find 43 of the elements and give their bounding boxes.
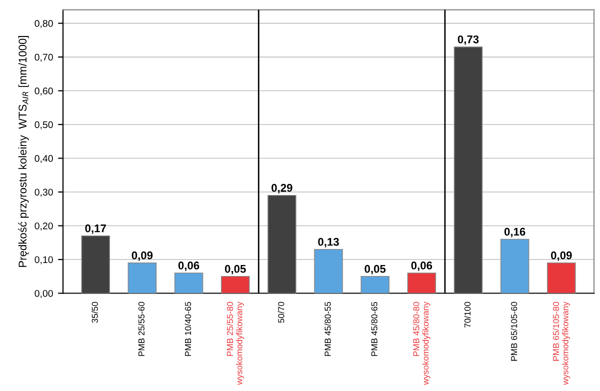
bar (407, 272, 436, 294)
data-label: 0,05 (364, 264, 386, 274)
bar (174, 272, 204, 294)
data-label: 0,13 (318, 238, 339, 248)
y-tick-label: 0,20 (34, 222, 53, 231)
bar (128, 262, 157, 294)
y-tick-label: 0,50 (34, 121, 53, 130)
x-tick-label: PMB 65/105-80 wysokomodyfikowany (552, 302, 570, 385)
x-tick-label: PMB 25/55-80 wysokomodyfikowany (226, 302, 244, 385)
data-label: 0,09 (551, 251, 572, 261)
y-tick-label: 0,40 (34, 154, 53, 164)
bar (314, 248, 343, 294)
y-tick-label: 0,70 (34, 54, 53, 62)
x-tick-label: PMB 45/80-80 wysokomodyfikowany (413, 302, 430, 385)
bar (500, 238, 530, 294)
data-label: 0,06 (411, 262, 432, 272)
data-label: 0,06 (178, 262, 200, 272)
data-label: 0,09 (132, 251, 153, 261)
bar (220, 276, 250, 294)
bar (81, 235, 110, 294)
x-tick-label: 35/50 (92, 302, 98, 323)
x-tick-label: PMB 45/80-55 (324, 302, 331, 356)
x-tick-label: PMB 45/80-65 (371, 302, 378, 356)
x-tick-label: 50/70 (278, 302, 284, 323)
y-tick-label: 0,00 (34, 290, 53, 298)
y-axis-title: Prędkość przyrostu koleiny WTS$_{AIR}$ [mm/1000] (18, 36, 29, 267)
x-tick-label: PMB 25/55-60 (138, 302, 144, 356)
y-tick-label: 0,60 (34, 88, 53, 96)
data-label: 0,17 (85, 224, 106, 234)
x-tick-label: 70/100 (464, 302, 471, 328)
y-tick-label: 0,10 (34, 256, 53, 264)
x-tick-label: PMB 10/40-65 (184, 302, 192, 356)
data-label: 0,05 (224, 264, 246, 274)
data-label: 0,73 (458, 35, 479, 45)
bar (454, 46, 483, 294)
bar (360, 276, 390, 294)
data-label: 0,16 (504, 228, 526, 238)
data-label: 0,29 (272, 184, 292, 194)
bar (547, 262, 576, 294)
y-tick-label: 0,80 (34, 20, 53, 28)
x-tick-label: PMB 65/105-60 (510, 302, 518, 361)
y-tick-label: 0,30 (34, 188, 53, 197)
bar (268, 194, 296, 294)
